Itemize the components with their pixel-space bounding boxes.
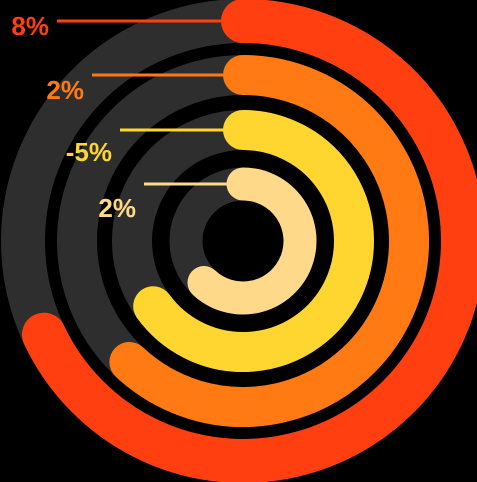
- label-leader-lines: [57, 19, 243, 186]
- ring-bars: [21, 0, 477, 482]
- ring-bar-1: [21, 0, 477, 482]
- ring-bar-4: [187, 167, 317, 315]
- value-labels: 8% 2% -5% 2%: [11, 11, 136, 223]
- value-label-4: 2%: [98, 193, 136, 223]
- value-label-2: 2%: [46, 75, 84, 105]
- value-label-1: 8%: [11, 11, 49, 41]
- value-label-3: -5%: [66, 137, 112, 167]
- ring-bar-3: [133, 110, 374, 372]
- ring-bar-2: [109, 55, 429, 427]
